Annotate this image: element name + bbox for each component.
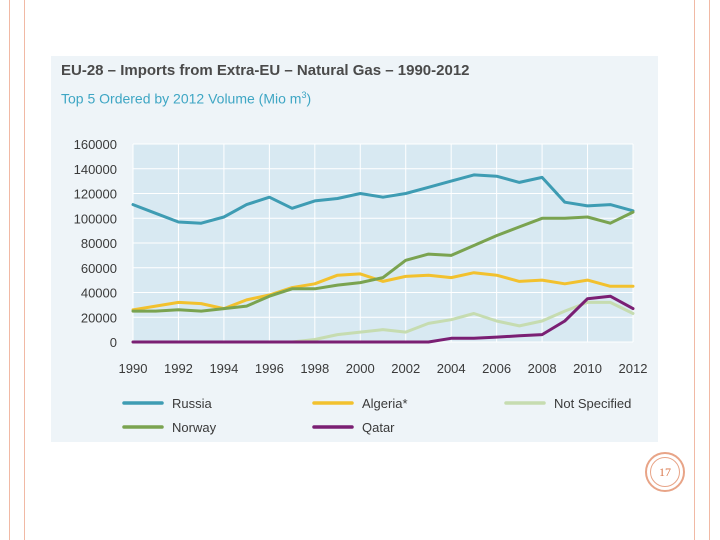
y-tick-label: 140000 bbox=[74, 162, 117, 177]
x-tick-label: 2004 bbox=[437, 361, 466, 376]
x-tick-label: 2000 bbox=[346, 361, 375, 376]
x-tick-label: 2008 bbox=[528, 361, 557, 376]
legend-label-norway: Norway bbox=[172, 420, 217, 435]
y-tick-label: 40000 bbox=[81, 286, 117, 301]
subtitle-end: ) bbox=[306, 90, 312, 107]
y-tick-label: 120000 bbox=[74, 187, 117, 202]
y-tick-label: 160000 bbox=[74, 137, 117, 152]
x-tick-label: 1998 bbox=[300, 361, 329, 376]
subtitle-superscript: 3 bbox=[301, 90, 307, 100]
x-tick-label: 2002 bbox=[391, 361, 420, 376]
subtitle-text: Top 5 Ordered by 2012 Volume (Mio m bbox=[61, 90, 302, 107]
chart-title: EU-28 – Imports from Extra-EU – Natural … bbox=[61, 62, 470, 79]
x-tick-label: 1992 bbox=[164, 361, 193, 376]
series-line-norway bbox=[131, 210, 635, 313]
x-tick-label: 2006 bbox=[482, 361, 511, 376]
slide-number-badge: 17 bbox=[645, 452, 685, 492]
y-tick-label: 0 bbox=[110, 335, 117, 350]
y-tick-label: 60000 bbox=[81, 261, 117, 276]
legend-label-not-specified: Not Specified bbox=[554, 396, 631, 411]
left-decorative-border bbox=[9, 0, 25, 540]
legend-label-algeria: Algeria* bbox=[362, 396, 408, 411]
series-line-russia bbox=[131, 173, 635, 225]
series-line-algeria bbox=[131, 271, 635, 312]
series-line-qatar bbox=[131, 294, 635, 344]
slide-number-ring bbox=[650, 457, 680, 487]
x-tick-label: 1990 bbox=[119, 361, 148, 376]
legend-label-qatar: Qatar bbox=[362, 420, 395, 435]
legend-label-russia: Russia bbox=[172, 396, 213, 411]
x-tick-label: 2010 bbox=[573, 361, 602, 376]
y-tick-label: 80000 bbox=[81, 236, 117, 251]
right-decorative-border bbox=[694, 0, 710, 540]
chart-subtitle: Top 5 Ordered by 2012 Volume (Mio m3) bbox=[61, 90, 311, 107]
x-tick-label: 2012 bbox=[619, 361, 648, 376]
y-tick-label: 100000 bbox=[74, 211, 117, 226]
y-tick-label: 20000 bbox=[81, 310, 117, 325]
x-tick-label: 1994 bbox=[209, 361, 238, 376]
x-tick-label: 1996 bbox=[255, 361, 284, 376]
